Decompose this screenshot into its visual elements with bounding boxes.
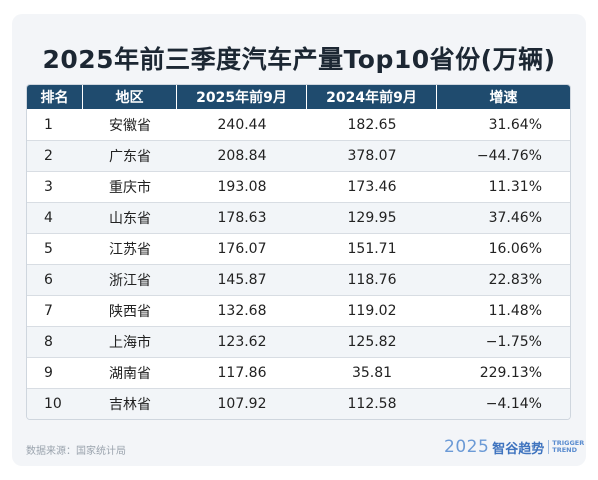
cell-growth: 37.46% [488,210,542,226]
cell-growth: −1.75% [485,334,542,350]
cell-rank: 4 [44,210,53,226]
cell-growth: 11.31% [488,179,542,195]
table-row: 6 浙江省 145.87 118.76 22.83% [27,264,570,295]
page-title: 2025年前三季度汽车产量Top10省份(万辆) [42,45,556,74]
cell-region: 陕西省 [109,304,151,320]
cell-growth: 22.83% [488,272,542,288]
header-rank: 排名 [27,85,83,109]
cell-2024: 378.07 [347,148,397,164]
cell-rank: 1 [44,116,53,133]
table-row: 1 安徽省 240.44 182.65 31.64% [27,109,570,140]
cell-2025: 240.44 [217,116,267,133]
cell-2025: 208.84 [217,148,267,164]
cell-2025: 178.63 [217,210,267,226]
table-body: 1 安徽省 240.44 182.65 31.64% 2 广东省 208.84 378.07 −4… [27,109,570,419]
cell-region: 重庆市 [109,180,151,196]
cell-rank: 5 [44,241,53,257]
brand-tag-line-1: TRIGGER [552,439,585,447]
cell-2025: 176.07 [217,241,267,257]
table-row: 3 重庆市 193.08 173.46 11.31% [27,171,570,202]
cell-2024: 129.95 [347,210,397,226]
cell-region: 浙江省 [109,273,151,289]
header-2024: 2024年前9月 [307,85,437,109]
cell-2025: 123.62 [217,334,267,350]
cell-2024: 118.76 [347,272,397,288]
cell-region: 广东省 [109,149,151,165]
cell-2024: 125.82 [347,334,397,350]
header-region: 地区 [83,85,177,109]
card: 2025年前三季度汽车产量Top10省份(万辆) 排名 地区 2025年前9月 … [12,14,586,466]
cell-2024: 112.58 [347,396,397,412]
table-row: 8 上海市 123.62 125.82 −1.75% [27,326,570,357]
cell-region: 湖南省 [109,366,151,382]
brand-tag-line-2: TREND [552,446,577,454]
brand-logo: 2025 智谷趋势 TRIGGER TREND [444,437,584,457]
cell-rank: 7 [44,303,53,319]
cell-rank: 3 [44,179,53,195]
cell-rank: 2 [44,148,53,164]
cell-growth: 229.13% [479,365,542,381]
table-row: 4 山东省 178.63 129.95 37.46% [27,202,570,233]
cell-2024: 173.46 [347,179,397,195]
header-growth: 增速 [489,90,518,106]
cell-growth: −4.14% [485,396,542,412]
header-2025: 2025年前9月 [177,85,307,109]
cell-region: 山东省 [109,211,151,227]
brand-name: 智谷趋势 [492,441,545,457]
cell-2025: 145.87 [217,272,267,288]
table-row: 10 吉林省 107.92 112.58 −4.14% [27,388,570,419]
cell-rank: 10 [44,396,62,412]
cell-region: 江苏省 [109,242,151,258]
cell-rank: 9 [44,365,53,381]
table-row: 7 陕西省 132.68 119.02 11.48% [27,295,570,326]
data-table: 排名 地区 2025年前9月 2024年前9月 增速 1 安徽省 240.44 182… [26,84,571,420]
brand-year: 2025 [444,437,490,457]
cell-2024: 35.81 [351,365,393,381]
table-header: 排名 地区 2025年前9月 2024年前9月 增速 [27,85,570,109]
cell-growth: 16.06% [488,241,542,257]
cell-2025: 117.86 [217,365,267,381]
cell-growth: 31.64% [488,116,542,133]
cell-2024: 119.02 [347,303,397,319]
cell-2024: 151.71 [347,241,397,257]
cell-2025: 107.92 [217,396,267,412]
brand-tag: TRIGGER TREND [548,440,584,454]
cell-growth: −44.76% [476,148,542,164]
cell-region: 上海市 [109,335,151,351]
cell-region: 吉林省 [109,397,151,413]
cell-2025: 193.08 [217,179,267,195]
table-row: 5 江苏省 176.07 151.71 16.06% [27,233,570,264]
cell-rank: 6 [44,272,53,288]
cell-growth: 11.48% [488,303,542,319]
table-row: 2 广东省 208.84 378.07 −44.76% [27,140,570,171]
data-source: 数据来源：国家统计局 [26,446,126,457]
cell-2025: 132.68 [217,303,267,319]
cell-rank: 8 [44,334,53,350]
cell-region: 安徽省 [109,117,151,134]
table-row: 9 湖南省 117.86 35.81 229.13% [27,357,570,388]
cell-2024: 182.65 [347,116,397,133]
